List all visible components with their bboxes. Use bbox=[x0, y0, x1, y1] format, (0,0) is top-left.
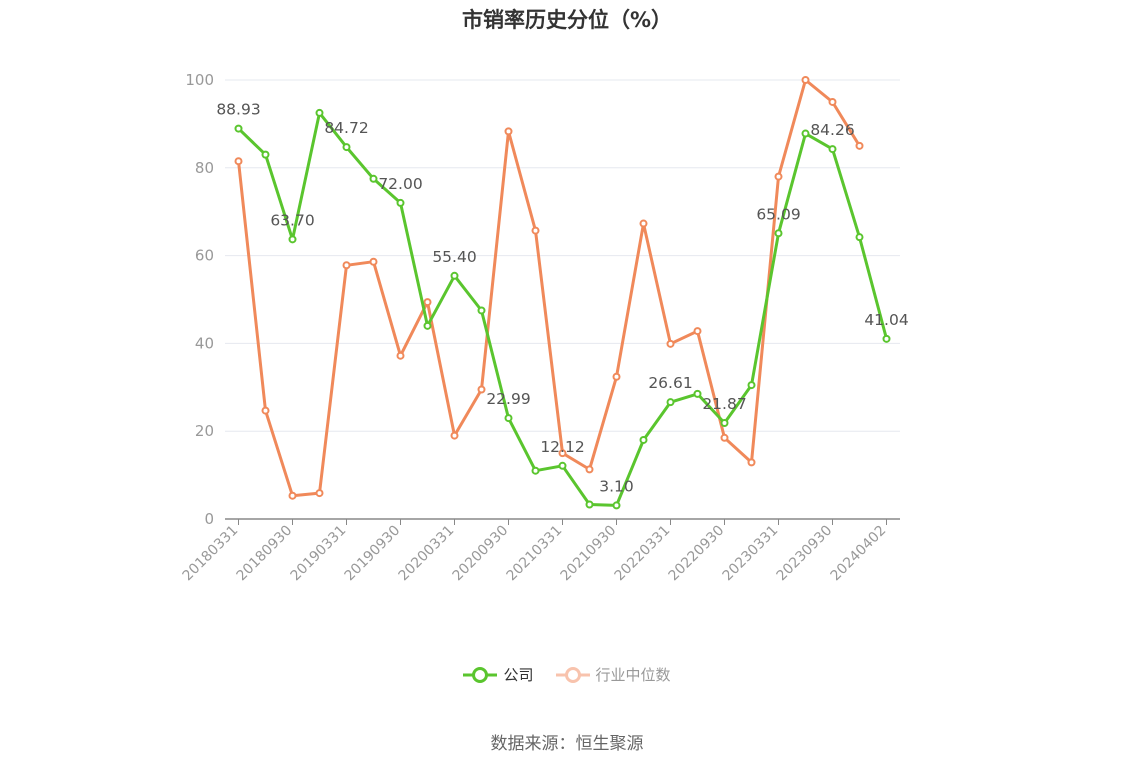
data-point-company bbox=[315, 108, 324, 117]
data-point-company bbox=[801, 129, 810, 138]
data-point-industry bbox=[639, 219, 648, 228]
legend-item-industry[interactable]: 行业中位数 bbox=[555, 664, 671, 685]
legend-label-industry: 行业中位数 bbox=[595, 666, 671, 684]
x-tick-label: 20200930 bbox=[450, 523, 512, 585]
data-label: 21.87 bbox=[702, 395, 746, 413]
legend-line-circle-icon bbox=[555, 666, 590, 683]
data-point-company bbox=[234, 124, 243, 133]
chart-title: 市销率历史分位（%） bbox=[461, 8, 673, 32]
x-tick-label: 20180331 bbox=[180, 523, 242, 585]
data-label: 63.70 bbox=[270, 211, 314, 229]
data-point-company bbox=[855, 233, 864, 242]
data-point-industry bbox=[828, 97, 837, 106]
y-tick-label: 60 bbox=[195, 247, 214, 265]
y-tick-label: 100 bbox=[185, 71, 214, 89]
data-label: 3.10 bbox=[599, 477, 634, 495]
x-tick-label: 20210331 bbox=[504, 523, 566, 585]
x-tick-label: 20230331 bbox=[720, 523, 782, 585]
data-point-industry bbox=[396, 351, 405, 360]
x-tick-label: 20200331 bbox=[396, 523, 458, 585]
data-point-company bbox=[531, 466, 540, 475]
data-point-industry bbox=[747, 458, 756, 467]
data-label: 41.04 bbox=[864, 311, 908, 329]
data-point-company bbox=[369, 174, 378, 183]
data-point-industry bbox=[666, 339, 675, 348]
data-label: 84.72 bbox=[324, 119, 368, 137]
data-point-industry bbox=[801, 76, 810, 84]
data-point-industry bbox=[774, 172, 783, 181]
data-point-industry bbox=[720, 433, 729, 442]
legend-item-company[interactable]: 公司 bbox=[463, 664, 534, 685]
series-layer bbox=[234, 76, 891, 510]
data-point-industry bbox=[477, 385, 486, 394]
data-point-industry bbox=[423, 298, 432, 307]
x-tick-label: 20210930 bbox=[558, 523, 620, 585]
data-point-company bbox=[450, 271, 459, 280]
data-point-company bbox=[882, 334, 891, 343]
y-tick-label: 80 bbox=[195, 159, 214, 177]
y-tick-label: 40 bbox=[195, 334, 214, 352]
data-label: 22.99 bbox=[486, 390, 530, 408]
legend: 公司 行业中位数 bbox=[0, 664, 1134, 685]
data-point-company bbox=[423, 321, 432, 330]
data-point-industry bbox=[342, 261, 351, 270]
data-point-industry bbox=[531, 226, 540, 235]
x-tick-label: 20230930 bbox=[774, 523, 836, 585]
axis-layer: 0 20 40 60 80 100 2018033120180930201903312019… bbox=[180, 71, 900, 584]
x-tick-label: 20190331 bbox=[288, 523, 350, 585]
data-point-industry bbox=[261, 406, 270, 415]
y-tick-label: 0 bbox=[204, 510, 214, 528]
data-point-company bbox=[558, 461, 567, 470]
data-point-company bbox=[639, 435, 648, 444]
data-point-company bbox=[612, 501, 621, 510]
data-point-company bbox=[585, 500, 594, 509]
data-point-company bbox=[774, 229, 783, 238]
series-line-industry bbox=[237, 78, 861, 498]
data-point-company bbox=[396, 198, 405, 207]
data-point-company bbox=[747, 381, 756, 390]
data-point-company bbox=[666, 398, 675, 407]
data-point-company bbox=[477, 306, 486, 315]
data-point-industry bbox=[855, 141, 864, 150]
data-point-company bbox=[288, 235, 297, 244]
x-tick-label: 20220331 bbox=[612, 523, 674, 585]
data-label: 26.61 bbox=[648, 374, 692, 392]
data-label-layer: 88.93 63.70 84.72 72.00 55.40 22.99 12.12 3.10 2… bbox=[216, 101, 908, 496]
x-tick-label: 20220930 bbox=[666, 523, 728, 585]
data-label: 72.00 bbox=[378, 175, 422, 193]
data-point-company bbox=[342, 143, 351, 152]
legend-label-company: 公司 bbox=[503, 666, 534, 684]
x-tick-label: 20180930 bbox=[234, 523, 296, 585]
data-point-industry bbox=[315, 489, 324, 498]
data-point-company bbox=[720, 418, 729, 427]
data-point-company bbox=[261, 150, 270, 159]
data-label: 84.26 bbox=[810, 121, 854, 139]
data-label: 88.93 bbox=[216, 101, 260, 119]
data-point-industry bbox=[234, 157, 243, 166]
data-point-industry bbox=[450, 431, 459, 440]
data-point-industry bbox=[558, 449, 567, 458]
data-point-industry bbox=[369, 257, 378, 266]
legend-line-circle-icon bbox=[463, 666, 498, 683]
data-point-industry bbox=[612, 372, 621, 381]
data-label: 55.40 bbox=[432, 248, 476, 266]
data-point-industry bbox=[504, 127, 513, 136]
data-point-company bbox=[693, 389, 702, 398]
data-point-industry bbox=[693, 327, 702, 336]
data-label: 12.12 bbox=[540, 438, 584, 456]
data-point-company bbox=[828, 145, 837, 154]
y-tick-label: 20 bbox=[195, 422, 214, 440]
x-tick-label: 20240402 bbox=[828, 523, 890, 585]
data-point-company bbox=[504, 414, 513, 423]
data-label: 65.09 bbox=[756, 205, 800, 223]
x-tick-label: 20190930 bbox=[342, 523, 404, 585]
data-point-industry bbox=[585, 465, 594, 474]
data-point-industry bbox=[288, 491, 297, 500]
data-source: 数据来源：恒生聚源 bbox=[490, 734, 644, 754]
